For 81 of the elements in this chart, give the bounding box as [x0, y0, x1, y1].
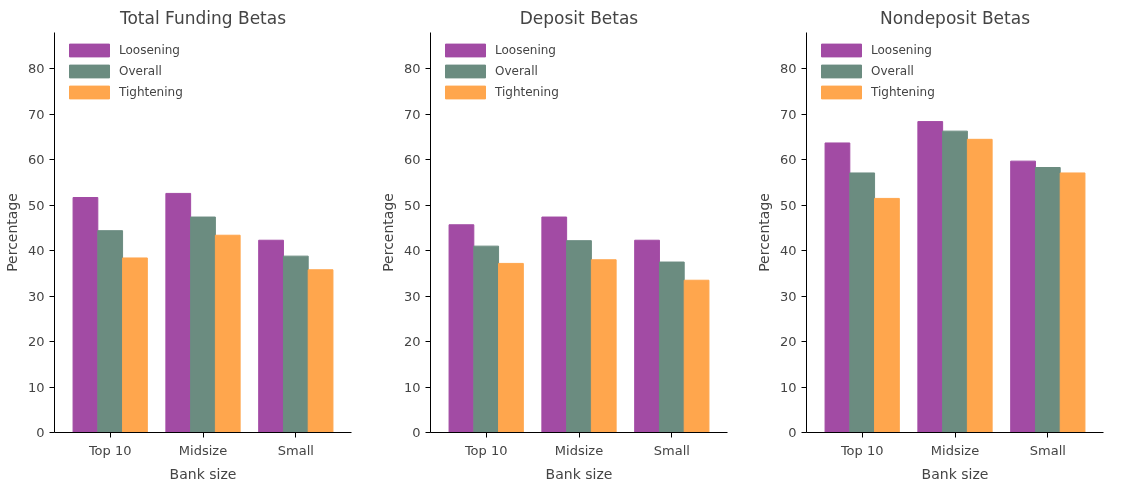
legend-label: Overall [871, 64, 914, 78]
y-tick-label: 50 [403, 197, 421, 213]
bar [874, 197, 900, 433]
y-tick-label: 60 [403, 152, 421, 168]
bar [590, 259, 617, 433]
bar [282, 255, 309, 433]
bar [683, 279, 710, 433]
y-tick-label: 40 [27, 243, 45, 259]
x-tick-label: Top 10 [87, 442, 132, 458]
y-tick-label: 40 [779, 243, 797, 259]
bar [214, 234, 241, 433]
bar [824, 142, 851, 433]
chart-title: Total Funding Betas [118, 7, 287, 28]
y-tick-label: 20 [403, 334, 421, 350]
x-tick-label: Small [653, 442, 690, 458]
bar [658, 261, 685, 433]
bar [849, 172, 876, 433]
bar [966, 138, 993, 433]
y-tick-label: 80 [27, 61, 45, 77]
bar [541, 216, 568, 433]
bar [448, 224, 475, 433]
chart-title: Deposit Betas [519, 7, 639, 28]
bar [634, 239, 660, 433]
y-axis-title: Percentage [379, 193, 396, 272]
x-tick-label: Midsize [554, 442, 604, 458]
y-tick-label: 30 [779, 288, 797, 304]
bar [122, 257, 148, 433]
bar [190, 216, 216, 433]
x-tick-label: Top 10 [839, 442, 884, 458]
y-tick-label: 0 [36, 425, 45, 440]
y-tick-label: 30 [27, 288, 45, 304]
bar [307, 269, 334, 433]
y-tick-label: 30 [403, 288, 421, 304]
y-tick-label: 50 [779, 197, 797, 213]
legend-label: Loosening [495, 43, 556, 57]
y-tick-label: 80 [403, 61, 421, 77]
chart-title: Nondeposit Betas [879, 7, 1031, 28]
legend-label: Overall [495, 64, 538, 78]
legend-label: Tightening [871, 85, 935, 99]
bar [1010, 160, 1036, 433]
legend-label: Tightening [119, 85, 183, 99]
legend-label: Tightening [495, 85, 559, 99]
bar [566, 240, 592, 433]
x-axis-title: Bank size [169, 465, 237, 482]
bar [1059, 172, 1086, 433]
bar [917, 121, 944, 433]
y-tick-label: 60 [27, 152, 45, 168]
y-tick-label: 70 [27, 106, 45, 122]
bar [498, 262, 524, 433]
y-tick-label: 70 [403, 106, 421, 122]
y-tick-label: 70 [779, 106, 797, 122]
y-tick-label: 10 [779, 379, 797, 395]
y-tick-label: 50 [27, 197, 45, 213]
y-tick-label: 0 [412, 425, 421, 440]
y-tick-label: 10 [27, 379, 45, 395]
y-axis-title: Percentage [755, 193, 772, 272]
bar [942, 130, 968, 433]
y-tick-label: 80 [779, 61, 797, 77]
x-axis-title: Bank size [921, 465, 989, 482]
y-tick-label: 60 [779, 152, 797, 168]
y-tick-label: 20 [27, 334, 45, 350]
y-axis-title: Percentage [3, 193, 20, 272]
x-tick-label: Small [277, 442, 314, 458]
legend-label: Overall [119, 64, 162, 78]
bar [97, 230, 124, 433]
bar [1034, 167, 1061, 433]
legend-label: Loosening [871, 43, 932, 57]
x-tick-label: Midsize [178, 442, 228, 458]
y-tick-label: 20 [779, 334, 797, 350]
y-tick-label: 10 [403, 379, 421, 395]
legend-label: Loosening [119, 43, 180, 57]
bar [165, 192, 192, 433]
x-axis-title: Bank size [545, 465, 613, 482]
bar [258, 239, 284, 433]
bar [473, 245, 500, 433]
x-tick-label: Midsize [930, 442, 980, 458]
bar [72, 197, 99, 433]
x-tick-label: Small [1029, 442, 1066, 458]
x-tick-label: Top 10 [463, 442, 508, 458]
y-tick-label: 40 [403, 243, 421, 259]
y-tick-label: 0 [788, 425, 797, 440]
